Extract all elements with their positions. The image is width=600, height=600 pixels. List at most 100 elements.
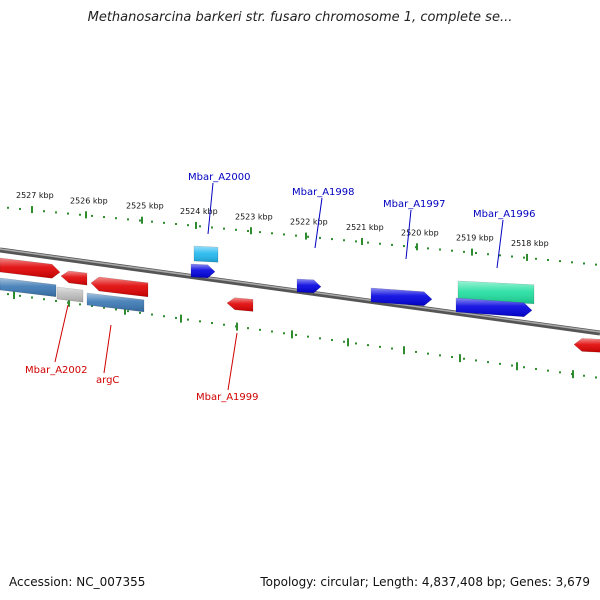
feature-shine	[458, 281, 534, 304]
scale-dot	[535, 257, 537, 260]
scale-dot	[415, 350, 417, 353]
scale-dot	[223, 227, 225, 230]
scale-dot	[427, 247, 429, 250]
gene-label[interactable]: Mbar_A1996	[473, 209, 536, 220]
gene-label-leader	[227, 332, 238, 391]
feature-f9[interactable]	[226, 297, 254, 312]
scale-dot	[163, 315, 165, 318]
scale-dot	[55, 211, 57, 214]
feature-f14[interactable]	[573, 338, 600, 353]
gene-label[interactable]: Mbar_A1999	[196, 392, 259, 403]
scale-dot	[283, 233, 285, 236]
scale-dot	[43, 298, 45, 301]
feature-f10[interactable]	[296, 278, 322, 294]
map-title: Methanosarcina barkeri str. fusaro chrom…	[87, 10, 513, 25]
gene-label-leader	[405, 209, 412, 260]
scale-dot	[103, 216, 105, 219]
scale-dot	[331, 339, 333, 342]
scale-dot	[295, 234, 297, 237]
scale-dot	[115, 217, 117, 220]
gene-label-leader	[54, 304, 69, 363]
gene-label-leader	[496, 219, 504, 269]
scale-dot	[187, 224, 189, 227]
feature-f4[interactable]	[0, 277, 57, 298]
scale-dot	[379, 242, 381, 245]
scale-dot	[31, 296, 33, 299]
scale-dot	[259, 328, 261, 331]
scale-dot	[211, 226, 213, 229]
feature-f1[interactable]	[0, 257, 61, 279]
feature-shine	[87, 293, 144, 312]
feature-f7[interactable]	[193, 245, 219, 263]
feature-shine	[61, 270, 87, 286]
scale-dot	[79, 303, 81, 306]
kbp-tick-label: 2520 kbp	[401, 228, 439, 237]
scale-dot	[523, 366, 525, 369]
scale-dot	[355, 240, 357, 243]
feature-f3[interactable]	[90, 276, 149, 298]
gene-label[interactable]: Mbar_A1997	[383, 199, 446, 210]
scale-dot	[391, 347, 393, 350]
scale-dot	[319, 236, 321, 239]
feature-shine	[227, 297, 253, 312]
scale-dot	[271, 330, 273, 333]
kbp-tick-label: 2523 kbp	[235, 212, 273, 221]
scale-dot	[439, 248, 441, 251]
feature-shine	[574, 338, 600, 353]
scale-dot	[595, 376, 597, 379]
gene-label[interactable]: Mbar_A1998	[292, 187, 355, 198]
feature-f11[interactable]	[370, 287, 433, 306]
scale-dot	[391, 243, 393, 246]
feature-f12[interactable]	[457, 280, 535, 305]
scale-dot	[307, 235, 309, 238]
scale-dot	[427, 352, 429, 355]
scale-dot	[151, 220, 153, 223]
feature-layer[interactable]	[0, 245, 600, 353]
scale-dot	[463, 357, 465, 360]
scale-dot	[499, 254, 501, 257]
scale-dot	[535, 367, 537, 370]
scale-dot	[511, 255, 513, 258]
scale-dot	[367, 344, 369, 347]
scale-dot	[319, 337, 321, 340]
scale-dot	[151, 313, 153, 316]
kbp-tick-label: 2522 kbp	[290, 218, 328, 227]
scale-dot	[343, 340, 345, 343]
feature-shine	[194, 246, 218, 263]
scale-dot	[79, 213, 81, 216]
feature-f13[interactable]	[455, 297, 533, 318]
gene-label-leader	[103, 324, 112, 374]
feature-f2[interactable]	[60, 270, 88, 286]
kbp-tick-label: 2521 kbp	[346, 223, 384, 232]
scale-dot	[475, 252, 477, 255]
scale-dot	[511, 364, 513, 367]
feature-f8[interactable]	[190, 263, 216, 279]
scale-dot	[559, 260, 561, 263]
scale-dot	[103, 306, 105, 309]
feature-f6[interactable]	[86, 292, 145, 313]
scale-dot	[403, 245, 405, 248]
scale-dot	[583, 262, 585, 265]
scale-dot	[283, 332, 285, 335]
gene-label[interactable]: argC	[96, 375, 119, 386]
tick-layer: 2527 kbp 2526 kbp 2525 kbp 2524 kbp 2523 kbp…	[7, 191, 597, 379]
scale-dot	[595, 263, 597, 266]
scale-dot	[211, 322, 213, 325]
scale-dot	[223, 323, 225, 326]
feature-shine	[57, 287, 83, 303]
scale-dot	[499, 362, 501, 365]
accession-text: Accession: NC_007355	[9, 575, 146, 589]
scale-dot	[487, 253, 489, 256]
feature-shine	[297, 279, 321, 293]
feature-shine	[0, 278, 56, 297]
gene-label[interactable]: Mbar_A2002	[25, 365, 88, 376]
scale-dot	[91, 305, 93, 308]
feature-f5[interactable]	[56, 286, 84, 303]
scale-dot	[175, 316, 177, 319]
gene-label[interactable]: Mbar_A2000	[188, 172, 251, 183]
kbp-tick-label: 2519 kbp	[456, 234, 494, 243]
scale-dot	[67, 212, 69, 215]
feature-shine	[456, 298, 532, 317]
scale-dot	[295, 333, 297, 336]
